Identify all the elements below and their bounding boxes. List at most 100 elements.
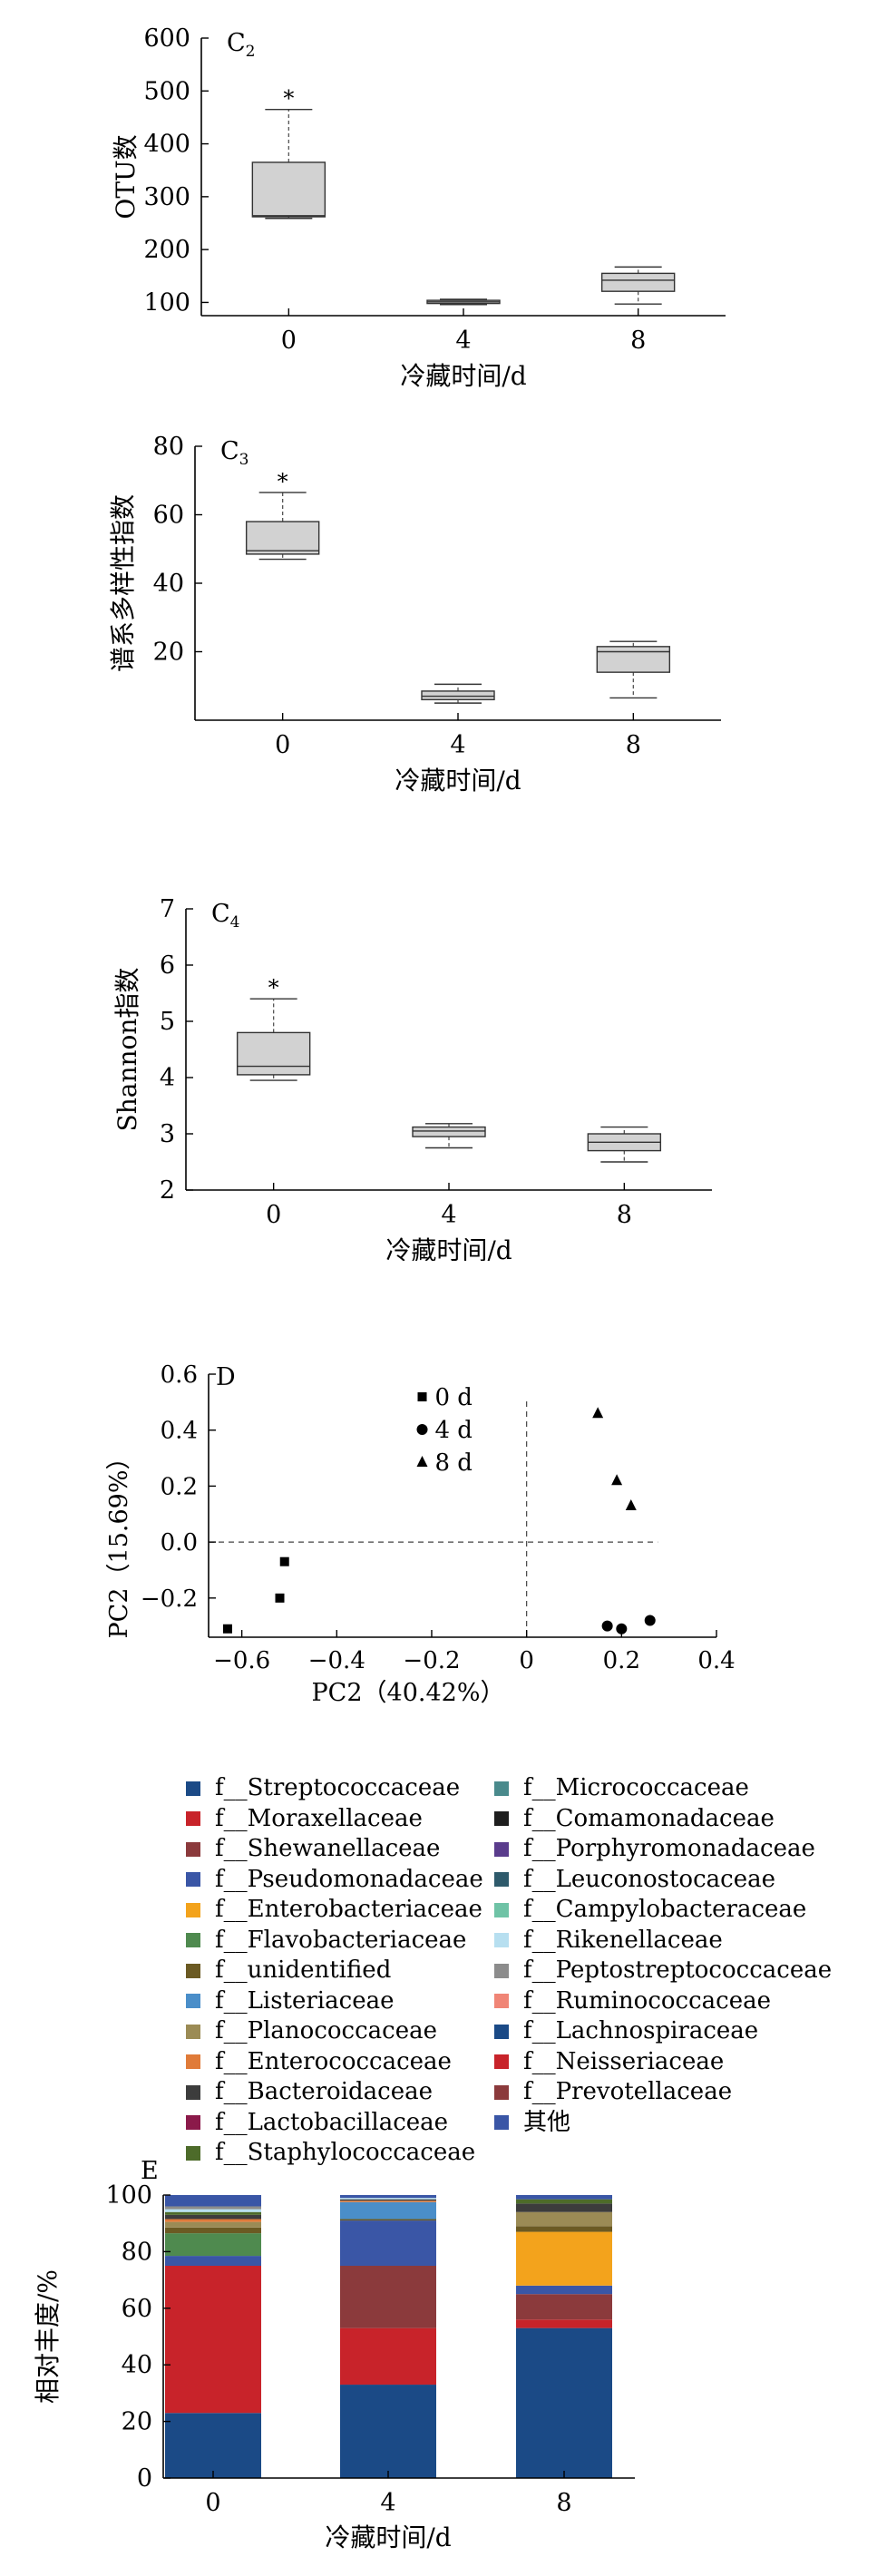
legend-label: f__Enterobacteriaceae bbox=[215, 1896, 482, 1923]
bar-segment bbox=[165, 2209, 261, 2212]
legend-swatch bbox=[494, 1933, 509, 1948]
bar-segment bbox=[516, 2285, 612, 2295]
y-tick-label: 0.6 bbox=[161, 1361, 198, 1389]
y-tick-label: 80 bbox=[122, 2238, 152, 2266]
legend-label-1: 4 d bbox=[435, 1417, 473, 1444]
bar-segment bbox=[340, 2266, 436, 2328]
legend-item: f__Ruminococcaceae bbox=[494, 1986, 832, 2017]
bar-segment bbox=[165, 2195, 261, 2207]
panel-label: D bbox=[216, 1363, 236, 1391]
legend-swatch bbox=[186, 1902, 200, 1917]
x-tick-label: 0 bbox=[275, 731, 290, 759]
legend-column-left: f__Streptococcaceae f__Moraxellaceae f__Sh… bbox=[186, 1773, 483, 2169]
y-tick-label: 0.4 bbox=[161, 1418, 198, 1445]
bar-segment bbox=[165, 2221, 261, 2228]
bar-segment bbox=[165, 2233, 261, 2257]
y-tick-label: 0.2 bbox=[161, 1473, 198, 1500]
box bbox=[251, 161, 326, 218]
legend-swatch bbox=[186, 1994, 200, 2009]
bar-segment bbox=[340, 2385, 436, 2478]
bar-segment bbox=[165, 2413, 261, 2478]
box bbox=[421, 690, 495, 701]
legend-label: f__Ruminococcaceae bbox=[523, 1986, 771, 2015]
x-tick-label: 0.4 bbox=[697, 1647, 735, 1674]
bar-segment bbox=[516, 2294, 612, 2320]
legend-item: f__Lachnospiraceae bbox=[494, 2016, 832, 2047]
x-axis-label: 冷藏时间/d bbox=[395, 766, 521, 795]
y-tick-label: 7 bbox=[160, 895, 175, 923]
legend-label: f__Leuconostocaceae bbox=[523, 1865, 775, 1893]
chart-d: −0.2 0.0 0.2 0.4 0.6 −0.6 −0.4 −0.2 0 0.2 0.4 0 d 4 … bbox=[105, 1361, 736, 1707]
legend-item: f__Lactobacillaceae bbox=[186, 2108, 483, 2139]
legend-item: f__Comamonadaceae bbox=[494, 1804, 832, 1835]
legend-label: f__Staphylococcaceae bbox=[215, 2139, 476, 2166]
chart-e: 0 20 40 60 80 100 0 4 8 E 冷藏时间/d 相对丰度/% bbox=[33, 2159, 635, 2552]
legend-item: f__Leuconostocaceae bbox=[494, 1865, 832, 1896]
legend-swatch bbox=[494, 1994, 509, 2009]
outlier-marker: * bbox=[283, 86, 294, 112]
chart-c2: 100 200 300 400 500 600 0 * 4 8 C2 冷藏时间/d OTU数 bbox=[111, 24, 726, 390]
legend-item: 其他 bbox=[494, 2108, 832, 2139]
panel-label: E bbox=[141, 2159, 159, 2185]
legend-label: f__Pseudomonadaceae bbox=[215, 1865, 483, 1893]
y-tick-label: 0.0 bbox=[161, 1529, 198, 1556]
legend-item: f__Shewanellaceae bbox=[186, 1834, 483, 1865]
x-tick-label: −0.6 bbox=[213, 1647, 270, 1674]
legend-label-2: 8 d bbox=[435, 1449, 473, 1477]
legend-column-right: f__Micrococcaceae f__Comamonadaceae f__Por… bbox=[494, 1773, 832, 2138]
point-circle bbox=[616, 1623, 628, 1634]
legend-swatch bbox=[186, 2054, 200, 2070]
y-tick-label: 60 bbox=[153, 502, 184, 530]
y-tick-label: 6 bbox=[160, 951, 175, 980]
bar-segment bbox=[340, 2220, 436, 2266]
box bbox=[600, 272, 676, 292]
y-axis-label: 相对丰度/% bbox=[33, 2269, 63, 2404]
legend-label: f__Moraxellaceae bbox=[215, 1804, 423, 1832]
panel-label: C2 bbox=[227, 29, 256, 61]
x-tick-label: −0.4 bbox=[308, 1647, 365, 1674]
x-axis-label: 冷藏时间/d bbox=[385, 1235, 512, 1261]
y-axis-label: OTU数 bbox=[111, 134, 141, 219]
y-tick-label: 5 bbox=[160, 1008, 175, 1036]
x-tick-label: −0.2 bbox=[403, 1647, 460, 1674]
point-circle bbox=[644, 1615, 656, 1626]
x-tick-label: 0 bbox=[519, 1647, 534, 1674]
bar-segment bbox=[165, 2219, 261, 2222]
legend-item: f__Neisseriaceae bbox=[494, 2047, 832, 2078]
legend-swatch bbox=[494, 1781, 509, 1796]
bar-segment bbox=[340, 2195, 436, 2199]
bar-segment bbox=[165, 2266, 261, 2414]
legend-item: f__Streptococcaceae bbox=[186, 1773, 483, 1804]
legend-item: f__unidentified bbox=[186, 1956, 483, 1986]
x-tick-label: 0 bbox=[281, 327, 297, 355]
y-tick-label: 4 bbox=[160, 1064, 175, 1092]
y-tick-label: 200 bbox=[143, 236, 190, 264]
legend-label: f__Porphyromonadaceae bbox=[523, 1835, 815, 1862]
legend-item: f__Pseudomonadaceae bbox=[186, 1865, 483, 1896]
bar-segment bbox=[165, 2206, 261, 2210]
panel-label: C4 bbox=[211, 900, 240, 932]
legend-label: f__Streptococcaceae bbox=[215, 1774, 461, 1801]
bar-segment bbox=[340, 2327, 436, 2386]
y-tick-label: −0.2 bbox=[141, 1586, 198, 1613]
y-axis-label: 谱系多样性指数 bbox=[108, 494, 138, 672]
legend-label: f__Flavobacteriaceae bbox=[215, 1926, 467, 1954]
y-tick-label: 60 bbox=[122, 2295, 152, 2323]
point-triangle bbox=[592, 1407, 604, 1419]
point-triangle bbox=[611, 1474, 623, 1486]
y-tick-label: 80 bbox=[153, 433, 184, 461]
legend-swatch bbox=[494, 1841, 509, 1857]
bar-segment bbox=[516, 2319, 612, 2328]
legend-label: 其他 bbox=[523, 2108, 571, 2136]
legend-swatch bbox=[186, 2115, 200, 2131]
point-circle bbox=[601, 1620, 613, 1632]
outlier-marker: * bbox=[268, 975, 279, 1000]
bar-segment bbox=[340, 2201, 436, 2220]
legend-label: f__Listeriaceae bbox=[215, 1986, 395, 2015]
bar-segment bbox=[340, 2219, 436, 2221]
x-tick-label: 0 bbox=[266, 1201, 281, 1229]
legend-item: f__Bacteroidaceae bbox=[186, 2077, 483, 2108]
chart-c4: 2 3 4 5 6 7 0 * 4 8 C4 冷藏时间/d Shannon指数 bbox=[112, 895, 712, 1261]
box bbox=[236, 1031, 311, 1076]
y-tick-label: 20 bbox=[153, 639, 184, 667]
